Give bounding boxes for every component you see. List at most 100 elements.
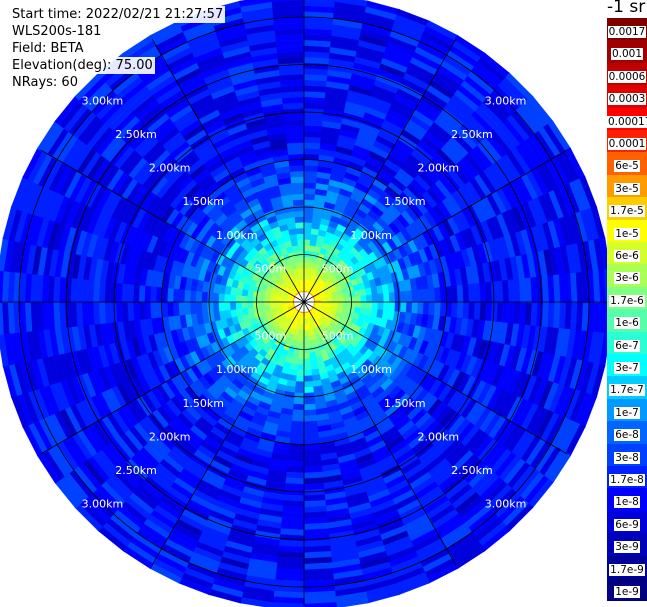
instrument-text: WLS200s-181 <box>10 23 104 40</box>
field-cell <box>295 221 305 229</box>
field-cell <box>189 301 197 315</box>
range-ring-label: 500m <box>255 262 287 275</box>
field-cell <box>289 170 305 178</box>
range-ring-label: 2.00km <box>149 430 191 443</box>
field-cell <box>303 364 312 371</box>
field-cell <box>235 294 242 303</box>
field-cell <box>326 298 333 303</box>
field-cell <box>354 301 362 309</box>
field-cell <box>394 301 402 313</box>
colorbar-label: 3e-6 <box>614 272 640 285</box>
field-cell <box>303 221 313 229</box>
field-text: Field: BETA <box>10 40 86 57</box>
field-cell <box>303 358 311 365</box>
field-cell <box>337 297 345 303</box>
field-cell <box>289 164 305 172</box>
field-cell <box>218 292 225 303</box>
range-ring-label: 1.50km <box>182 397 224 410</box>
field-cell <box>296 233 305 240</box>
colorbar-label: 1e-6 <box>614 317 640 330</box>
azimuth-spoke <box>303 301 457 566</box>
field-cell <box>417 289 424 303</box>
range-ring-label: 1.50km <box>384 195 426 208</box>
field-cell <box>291 409 305 417</box>
colorbar-label: 0.0006 <box>607 70 647 83</box>
field-cell <box>291 187 305 195</box>
field-cell <box>383 301 390 312</box>
azimuth-spoke <box>151 301 305 566</box>
field-cell <box>235 301 242 310</box>
field-cell <box>239 0 274 7</box>
field-cell <box>451 301 459 319</box>
colorbar-label: 1.7e-8 <box>609 474 645 486</box>
field-cell <box>303 335 309 343</box>
field-cell <box>383 292 390 303</box>
colorbar-title: -1 sr <box>607 0 646 17</box>
field-cell <box>400 290 407 303</box>
field-cell <box>195 301 203 314</box>
field-cell <box>294 381 305 388</box>
field-cell <box>451 285 459 303</box>
field-cell <box>428 287 436 303</box>
colorbar-label: 0.001 <box>610 48 644 61</box>
azimuth-spoke <box>303 38 457 303</box>
azimuth-spoke <box>40 149 305 303</box>
field-cell <box>258 301 265 308</box>
range-ring-label: 1.50km <box>384 397 426 410</box>
field-cell <box>223 301 231 311</box>
colorbar-label: 1.7e-5 <box>609 205 645 218</box>
field-cell <box>417 301 424 315</box>
field-cell <box>303 170 319 178</box>
field-cell <box>149 285 157 303</box>
field-cell <box>206 291 214 303</box>
field-cell <box>297 244 305 252</box>
field-cell <box>303 204 315 212</box>
field-cell <box>303 409 317 417</box>
field-cell <box>201 290 208 303</box>
field-cell <box>308 346 316 354</box>
field-cell <box>229 301 237 311</box>
field-cell <box>229 293 237 303</box>
field-cell <box>303 347 310 354</box>
field-cell <box>291 182 305 189</box>
range-ring-label: 2.50km <box>115 464 157 477</box>
colorbar-label: 1.7e-6 <box>609 294 645 307</box>
field-cell <box>223 293 231 303</box>
field-cell <box>366 294 373 303</box>
field-cell <box>292 250 300 258</box>
field-cell <box>178 301 186 316</box>
field-cell <box>428 301 436 317</box>
field-cell <box>303 187 317 195</box>
colorbar-label: 1.7e-9 <box>609 563 645 576</box>
field-cell <box>291 415 305 422</box>
azimuth-spoke <box>303 301 568 455</box>
field-cell <box>296 364 305 371</box>
field-cell <box>287 147 305 155</box>
beta-field-cells <box>0 0 613 607</box>
azimuth-spoke <box>40 301 305 455</box>
field-cell <box>303 352 311 360</box>
field-cell <box>366 301 373 310</box>
field-cell <box>303 210 314 218</box>
scan-info-panel: Start time: 2022/02/21 21:27:57 WLS200s-… <box>10 6 226 91</box>
field-cell <box>241 301 248 309</box>
field-cell <box>292 193 305 201</box>
azimuth-spokes <box>0 0 608 606</box>
field-cell <box>371 293 379 303</box>
range-ring-label: 2.00km <box>418 162 460 175</box>
field-cell <box>303 147 321 155</box>
field-cell <box>297 358 305 365</box>
field-cell <box>172 287 180 303</box>
field-cell <box>271 0 305 8</box>
field-cell <box>292 403 305 411</box>
field-cell <box>303 398 316 405</box>
field-cell <box>343 296 350 303</box>
colorbar-label: 0.0001 <box>607 138 647 150</box>
field-cell <box>212 292 220 303</box>
colorbar-label: 6e-8 <box>614 429 640 442</box>
field-cell <box>144 301 152 320</box>
field-cell <box>149 301 157 319</box>
start-time-text: Start time: 2022/02/21 21:27:57 <box>10 6 226 23</box>
field-cell <box>303 193 316 201</box>
field-cell <box>166 287 174 303</box>
